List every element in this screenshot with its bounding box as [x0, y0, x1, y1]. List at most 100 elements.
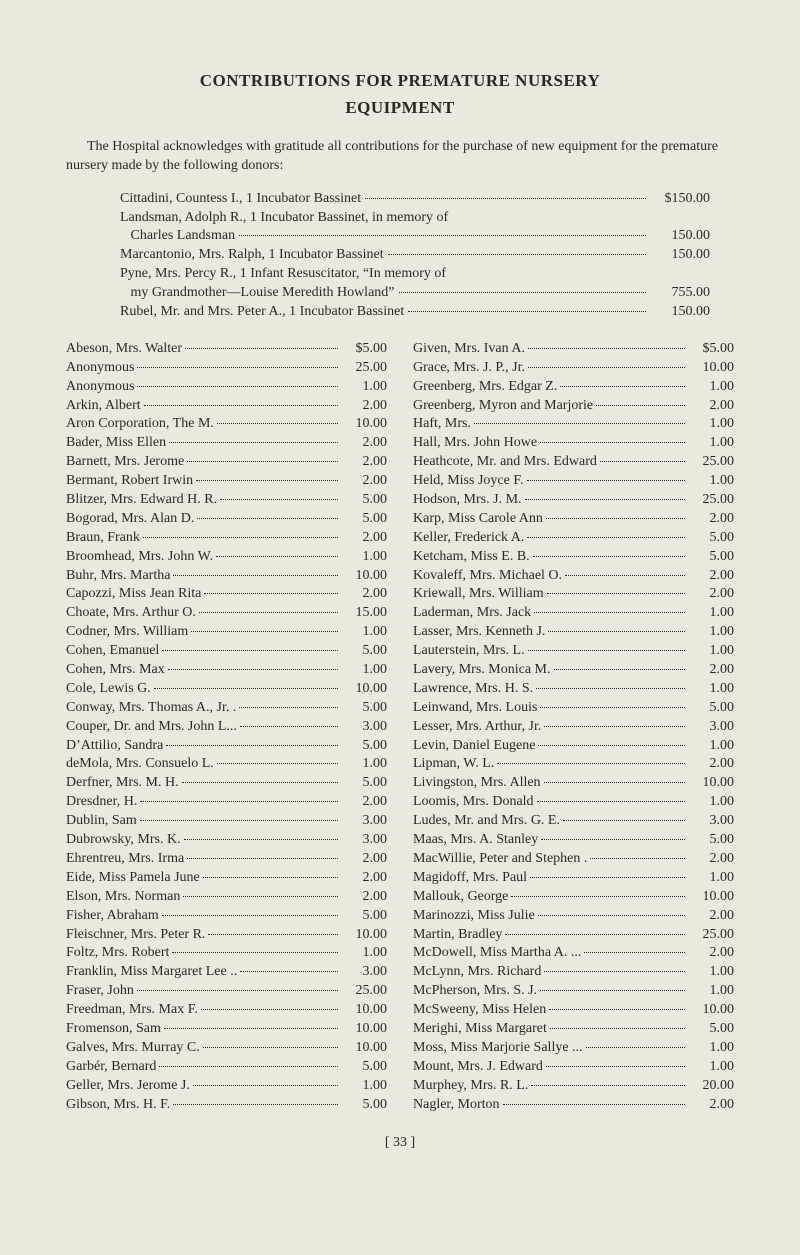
donor-amount: 1.00 [688, 737, 734, 756]
donor-row: Hall, Mrs. John Howe1.00 [413, 434, 734, 453]
donor-name: McSweeny, Miss Helen [413, 1001, 546, 1020]
donor-row: Franklin, Miss Margaret Lee ..3.00 [66, 963, 387, 982]
leader-dots [540, 707, 685, 708]
donor-amount: 15.00 [341, 604, 387, 623]
donor-amount: 2.00 [688, 567, 734, 586]
donor-row: Loomis, Mrs. Donald1.00 [413, 793, 734, 812]
donor-amount: 5.00 [341, 1096, 387, 1115]
donor-name: Arkin, Albert [66, 397, 141, 416]
leader-dots [548, 631, 685, 632]
donor-row: Couper, Dr. and Mrs. John L...3.00 [66, 718, 387, 737]
special-amount: 150.00 [650, 303, 710, 322]
donor-amount: 25.00 [341, 982, 387, 1001]
donor-name: Lesser, Mrs. Arthur, Jr. [413, 718, 541, 737]
donor-amount: 5.00 [688, 548, 734, 567]
donor-row: Galves, Mrs. Murray C.10.00 [66, 1039, 387, 1058]
leader-dots [239, 235, 646, 236]
leader-dots [162, 650, 338, 651]
donor-name: Abeson, Mrs. Walter [66, 340, 182, 359]
donor-amount: 5.00 [341, 699, 387, 718]
donor-name: Aron Corporation, The M. [66, 415, 214, 434]
donor-amount: 3.00 [341, 812, 387, 831]
intro-paragraph: The Hospital acknowledges with gratitude… [66, 138, 734, 176]
donor-row: Ketcham, Miss E. B.5.00 [413, 548, 734, 567]
leader-dots [554, 669, 685, 670]
donor-name: Fleischner, Mrs. Peter R. [66, 926, 205, 945]
leader-dots [365, 198, 646, 199]
donor-amount: 1.00 [688, 680, 734, 699]
donor-name: Fromenson, Sam [66, 1020, 161, 1039]
donor-amount: 2.00 [341, 472, 387, 491]
donor-name: Hall, Mrs. John Howe [413, 434, 537, 453]
donor-amount: 1.00 [341, 755, 387, 774]
donor-amount: 10.00 [341, 1001, 387, 1020]
leader-dots [584, 952, 685, 953]
donor-row: McPherson, Mrs. S. J.1.00 [413, 982, 734, 1001]
donor-row: Abeson, Mrs. Walter$5.00 [66, 340, 387, 359]
donor-name: Moss, Miss Marjorie Sallye ... [413, 1039, 583, 1058]
donor-row: Nagler, Morton2.00 [413, 1096, 734, 1115]
leader-dots [530, 877, 685, 878]
donor-amount: 1.00 [341, 378, 387, 397]
leader-dots [590, 858, 685, 859]
donor-name: Magidoff, Mrs. Paul [413, 869, 527, 888]
donor-amount: 2.00 [341, 850, 387, 869]
donor-row: Fromenson, Sam 10.00 [66, 1020, 387, 1039]
donor-name: Livingston, Mrs. Allen [413, 774, 541, 793]
donor-amount: 10.00 [688, 774, 734, 793]
donor-name: Lavery, Mrs. Monica M. [413, 661, 551, 680]
donor-row: McDowell, Miss Martha A. ...2.00 [413, 944, 734, 963]
donor-amount: 1.00 [688, 604, 734, 623]
leader-dots [408, 311, 646, 312]
donor-amount: 5.00 [341, 642, 387, 661]
leader-dots [137, 386, 338, 387]
donor-name: Martin, Bradley [413, 926, 502, 945]
donor-row: Lipman, W. L.2.00 [413, 755, 734, 774]
special-label: Charles Landsman [120, 227, 235, 246]
donor-amount: 5.00 [341, 1058, 387, 1077]
leader-dots [240, 726, 338, 727]
leader-dots [540, 442, 685, 443]
donor-row: Bermant, Robert Irwin2.00 [66, 472, 387, 491]
donor-name: Foltz, Mrs. Robert [66, 944, 169, 963]
leader-dots [505, 934, 685, 935]
donor-row: Foltz, Mrs. Robert1.00 [66, 944, 387, 963]
donor-amount: 2.00 [688, 755, 734, 774]
donor-name: Dresdner, H. [66, 793, 137, 812]
leader-dots [168, 669, 338, 670]
donor-amount: 25.00 [688, 926, 734, 945]
donor-row: Garbér, Bernard5.00 [66, 1058, 387, 1077]
donor-row: McLynn, Mrs. Richard1.00 [413, 963, 734, 982]
leader-dots [240, 971, 338, 972]
donor-amount: 1.00 [688, 1039, 734, 1058]
donor-row: Dublin, Sam 3.00 [66, 812, 387, 831]
donor-row: Eide, Miss Pamela June2.00 [66, 869, 387, 888]
donor-name: Bogorad, Mrs. Alan D. [66, 510, 194, 529]
donor-row: MacWillie, Peter and Stephen .2.00 [413, 850, 734, 869]
donor-amount: 1.00 [688, 1058, 734, 1077]
leader-dots [536, 688, 685, 689]
donor-name: Anonymous [66, 359, 134, 378]
donor-row: Aron Corporation, The M.10.00 [66, 415, 387, 434]
leader-dots [159, 1066, 338, 1067]
donor-name: Loomis, Mrs. Donald [413, 793, 534, 812]
donor-row: Cohen, Mrs. Max1.00 [66, 661, 387, 680]
donor-amount: 2.00 [688, 510, 734, 529]
donor-amount: 20.00 [688, 1077, 734, 1096]
leader-dots [184, 839, 338, 840]
leader-dots [525, 499, 685, 500]
donor-amount: $5.00 [688, 340, 734, 359]
donor-amount: 2.00 [341, 869, 387, 888]
donor-amount: 10.00 [341, 1020, 387, 1039]
donor-row: Cole, Lewis G.10.00 [66, 680, 387, 699]
donor-name: Dublin, Sam [66, 812, 137, 831]
donor-amount: 5.00 [341, 907, 387, 926]
leader-dots [197, 518, 338, 519]
leader-dots [388, 254, 646, 255]
leader-dots [140, 801, 338, 802]
donor-name: Couper, Dr. and Mrs. John L... [66, 718, 237, 737]
leader-dots [144, 405, 338, 406]
donor-row: Merighi, Miss Margaret5.00 [413, 1020, 734, 1039]
donor-row: Freedman, Mrs. Max F.10.00 [66, 1001, 387, 1020]
leader-dots [399, 292, 647, 293]
